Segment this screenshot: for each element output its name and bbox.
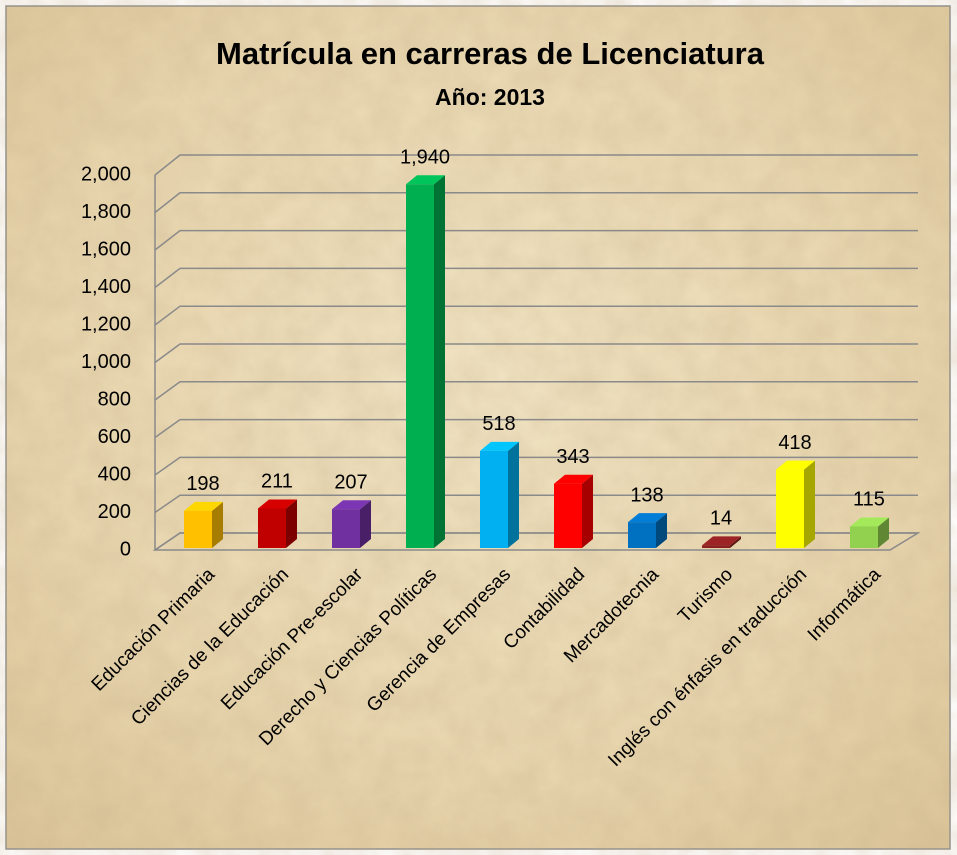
bar	[628, 522, 656, 548]
bar	[554, 483, 582, 548]
bar-top	[554, 474, 593, 484]
grid-line	[154, 418, 918, 439]
grid-line	[154, 192, 918, 214]
bar-side	[286, 499, 297, 548]
bar	[406, 184, 434, 548]
bar	[332, 509, 360, 548]
bar-top	[406, 175, 445, 185]
bar-top	[184, 501, 223, 511]
grid-line	[154, 305, 918, 326]
bar	[850, 526, 878, 548]
value-label: 207	[334, 471, 367, 493]
bar	[480, 450, 508, 548]
bar-top	[258, 499, 297, 509]
value-label: 418	[778, 432, 811, 454]
bar	[184, 510, 212, 548]
bar-side	[212, 501, 223, 548]
value-label: 115	[853, 489, 885, 511]
bar-top	[850, 517, 889, 527]
bar-top	[480, 441, 519, 451]
value-label: 14	[710, 508, 732, 530]
bar	[776, 469, 804, 548]
bar-top	[628, 513, 667, 523]
bar-side	[582, 474, 593, 548]
texture	[6, 6, 950, 849]
value-label: 198	[186, 473, 219, 495]
bar-top	[702, 536, 741, 546]
grid-line	[154, 381, 918, 401]
bar-top	[776, 460, 815, 470]
value-label: 343	[556, 446, 589, 468]
chart-title: Matrícula en carreras de Licenciatura	[216, 36, 765, 71]
y-tick-label: 1,000	[81, 351, 131, 373]
bar-side	[434, 175, 445, 548]
y-tick-label: 600	[98, 426, 131, 448]
y-tick-label: 800	[98, 388, 131, 410]
grid-line	[154, 229, 918, 251]
y-tick-label: 1,800	[81, 201, 131, 223]
grid-line	[154, 154, 918, 176]
y-tick-label: 200	[98, 501, 131, 523]
bar-side	[360, 500, 371, 548]
y-tick-label: 1,400	[81, 276, 131, 298]
chart-subtitle: Año: 2013	[435, 84, 545, 110]
bar-side	[730, 536, 741, 548]
value-label: 518	[482, 413, 515, 435]
grid-line	[154, 456, 918, 476]
bar	[702, 545, 730, 548]
bar-top	[332, 500, 371, 510]
value-label: 138	[630, 484, 663, 506]
bar-side	[508, 441, 519, 548]
bar-side	[656, 513, 667, 548]
value-label: 1,940	[400, 147, 450, 169]
y-tick-label: 0	[120, 538, 131, 560]
value-label: 211	[261, 471, 293, 493]
grid-line	[154, 532, 918, 551]
grid-line	[154, 343, 918, 364]
y-tick-label: 2,000	[81, 163, 131, 185]
grid-line	[154, 267, 918, 289]
grid-line	[154, 494, 918, 514]
y-tick-label: 400	[98, 463, 131, 485]
y-tick-label: 1,600	[81, 238, 131, 260]
bar	[258, 508, 286, 548]
bar-side	[878, 517, 889, 548]
bar-side	[804, 460, 815, 548]
y-tick-label: 1,200	[81, 313, 131, 335]
